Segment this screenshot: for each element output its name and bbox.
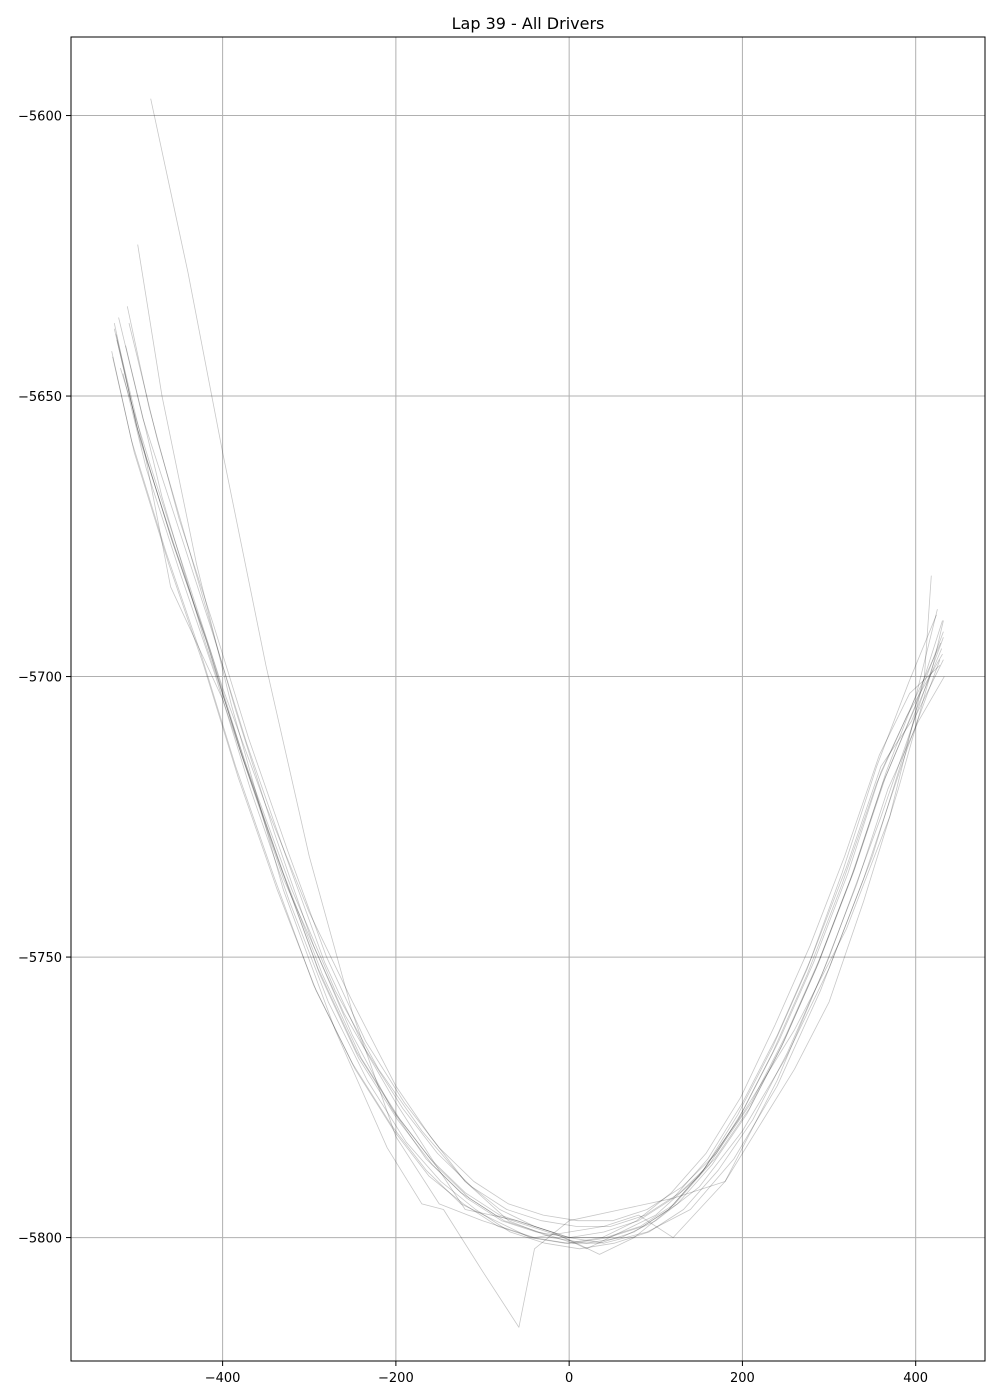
driver-trace-line xyxy=(115,334,932,1250)
driver-trace-line xyxy=(112,356,941,1244)
driver-trace-line xyxy=(120,367,941,1244)
driver-trace-line xyxy=(125,345,944,1244)
driver-trace-line xyxy=(137,244,944,1328)
driver-trace-line xyxy=(113,328,942,1238)
y-tick-label: −5750 xyxy=(18,951,62,966)
x-tick-label: −200 xyxy=(378,1371,414,1386)
x-axis: −400 −200 0 200 400 xyxy=(205,1361,928,1386)
y-axis: −5600 −5650 −5700 −5750 −5800 xyxy=(18,110,71,1247)
driver-trace-line xyxy=(150,98,944,1238)
x-tick-label: 0 xyxy=(565,1371,573,1386)
grid-lines xyxy=(71,37,985,1361)
driver-trace-line xyxy=(126,306,938,1222)
driver-trace-line xyxy=(116,339,944,1244)
plot-frame xyxy=(70,36,986,1362)
driver-trace-line xyxy=(113,323,943,1238)
series-traces xyxy=(111,98,945,1328)
driver-trace-line xyxy=(111,351,943,1244)
x-tick-label: 200 xyxy=(730,1371,755,1386)
y-tick-label: −5800 xyxy=(18,1232,62,1247)
y-tick-label: −5600 xyxy=(18,110,62,125)
x-tick-label: 400 xyxy=(903,1371,928,1386)
driver-trace-line xyxy=(118,317,943,1227)
x-tick-label: −400 xyxy=(205,1371,241,1386)
y-tick-label: −5700 xyxy=(18,671,62,686)
chart-title: Lap 39 - All Drivers xyxy=(452,14,605,33)
y-tick-label: −5650 xyxy=(18,390,62,405)
driver-trace-line xyxy=(128,323,937,1255)
driver-trace-line xyxy=(122,373,945,1250)
